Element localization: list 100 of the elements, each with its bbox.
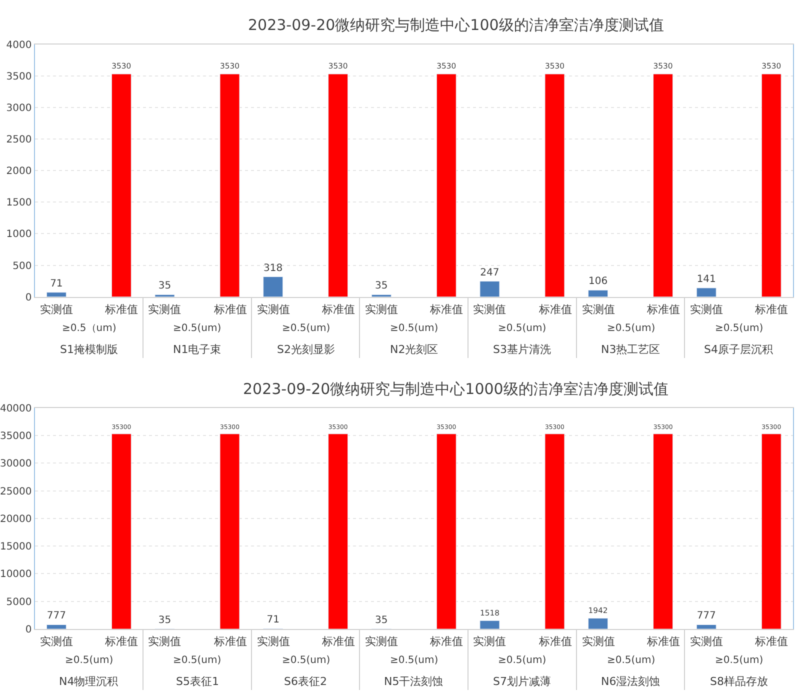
bar bbox=[696, 624, 716, 630]
bar bbox=[46, 624, 66, 630]
y-tick-label: 2000 bbox=[6, 166, 32, 178]
x-tick-label: N2光刻区 bbox=[390, 343, 438, 356]
text: 标准值 bbox=[214, 635, 247, 648]
bar bbox=[436, 434, 456, 630]
data-label: 777 bbox=[46, 610, 66, 622]
bar bbox=[111, 74, 132, 297]
bar bbox=[544, 74, 565, 297]
text: 实测值 bbox=[365, 635, 398, 648]
data-label: 106 bbox=[588, 276, 608, 288]
bar bbox=[696, 288, 716, 297]
data-label: 71 bbox=[266, 614, 280, 626]
text: 实测值 bbox=[148, 303, 181, 316]
bar bbox=[46, 292, 66, 297]
text: 实测值 bbox=[257, 303, 290, 316]
text: 实测值 bbox=[690, 635, 723, 648]
y-tick-label: 0 bbox=[25, 292, 32, 304]
text: 实测值 bbox=[473, 303, 506, 316]
text: ≥0.5(um) bbox=[498, 655, 546, 666]
text: 标准值 bbox=[105, 303, 138, 316]
bar bbox=[480, 281, 500, 297]
y-tick-label: 3500 bbox=[6, 71, 32, 82]
x-tick-label: S3基片清洗 bbox=[493, 343, 551, 356]
x-tick-label: S5表征1 bbox=[176, 675, 219, 688]
text: ≥0.5(um) bbox=[390, 655, 438, 666]
data-label: 71 bbox=[50, 278, 63, 290]
text: 标准值 bbox=[322, 303, 355, 316]
series-label: 标准值 bbox=[538, 303, 572, 316]
data-label: 1518 bbox=[480, 608, 500, 618]
text: ≥0.5(um) bbox=[173, 655, 222, 666]
bar bbox=[544, 434, 565, 630]
x-tick-label: N6湿法刻蚀 bbox=[601, 675, 660, 688]
bar bbox=[111, 434, 132, 630]
bar bbox=[653, 74, 674, 297]
bar bbox=[653, 434, 674, 630]
text: 标准值 bbox=[430, 303, 463, 316]
chart-title: 2023-09-20微纳研究与制造中心100级的洁净室洁净度测试值 bbox=[248, 16, 664, 34]
x-tick-label: N4物理沉积 bbox=[59, 675, 118, 688]
text: 实测值 bbox=[40, 303, 73, 316]
y-tick-label: 4000 bbox=[6, 40, 32, 51]
y-tick-label: 20000 bbox=[0, 514, 32, 525]
x-tick-label: N5干法刻蚀 bbox=[384, 675, 444, 688]
series-label: 标准值 bbox=[538, 635, 572, 648]
bar bbox=[588, 290, 608, 297]
y-tick-label: 1000 bbox=[6, 229, 32, 240]
data-label: 3530 bbox=[220, 62, 240, 71]
text: 实测值 bbox=[148, 635, 181, 648]
y-tick-label: 1500 bbox=[6, 198, 32, 209]
y-tick-label: 15000 bbox=[0, 542, 32, 553]
text: ≥0.5(um) bbox=[173, 323, 222, 334]
text: 实测值 bbox=[257, 635, 290, 648]
data-label: 777 bbox=[696, 610, 716, 622]
data-label: 35 bbox=[158, 614, 172, 626]
bar bbox=[761, 74, 782, 297]
y-tick-label: 3000 bbox=[6, 102, 32, 114]
data-label: 3530 bbox=[762, 62, 782, 71]
y-tick-label: 35000 bbox=[0, 431, 32, 442]
bar bbox=[588, 618, 608, 630]
text: ≥0.5（um) bbox=[62, 323, 116, 334]
text: ≥0.5(um) bbox=[498, 323, 546, 334]
series-label: 实测值 bbox=[582, 303, 615, 316]
x-tick-label: N3热工艺区 bbox=[601, 343, 660, 356]
text: 标准值 bbox=[755, 303, 788, 316]
text: 标准值 bbox=[105, 635, 138, 648]
data-label: 1942 bbox=[588, 606, 608, 615]
text: ≥0.5(um) bbox=[607, 323, 656, 334]
series-label: 实测值 bbox=[582, 635, 615, 648]
x-tick-label: N1电子束 bbox=[173, 343, 222, 356]
y-tick-label: 2500 bbox=[6, 134, 32, 146]
text: ≥0.5(um) bbox=[715, 655, 764, 666]
bar bbox=[220, 74, 240, 297]
text: 标准值 bbox=[755, 635, 788, 648]
text: 标准值 bbox=[647, 635, 680, 648]
x-tick-label: S8样品存放 bbox=[710, 675, 768, 688]
text: ≥0.5(um) bbox=[282, 655, 330, 666]
text: 实测值 bbox=[473, 635, 506, 648]
data-label: 3530 bbox=[112, 62, 132, 71]
data-label: 3530 bbox=[436, 62, 456, 71]
text: 标准值 bbox=[647, 303, 680, 316]
text: 标准值 bbox=[214, 303, 247, 316]
bar bbox=[328, 74, 348, 297]
y-tick-label: 0 bbox=[25, 624, 32, 636]
bar bbox=[263, 276, 284, 297]
bar bbox=[480, 620, 500, 630]
x-tick-label: S2光刻显影 bbox=[277, 343, 335, 356]
y-tick-label: 5000 bbox=[6, 596, 32, 608]
text: 实测值 bbox=[40, 635, 73, 648]
bar bbox=[328, 434, 348, 630]
text: 标准值 bbox=[430, 635, 463, 648]
x-tick-label: S4原子层沉积 bbox=[704, 343, 773, 356]
chart-title: 2023-09-20微纳研究与制造中心1000级的洁净室洁净度测试值 bbox=[243, 380, 668, 398]
data-label: 3530 bbox=[544, 62, 565, 71]
bar bbox=[220, 434, 240, 630]
data-label: 35 bbox=[375, 280, 388, 292]
y-tick-label: 25000 bbox=[0, 486, 32, 498]
text: ≥0.5(um) bbox=[282, 323, 330, 334]
bar bbox=[436, 74, 456, 297]
y-tick-label: 500 bbox=[12, 260, 32, 272]
x-tick-label: S6表征2 bbox=[284, 675, 327, 688]
